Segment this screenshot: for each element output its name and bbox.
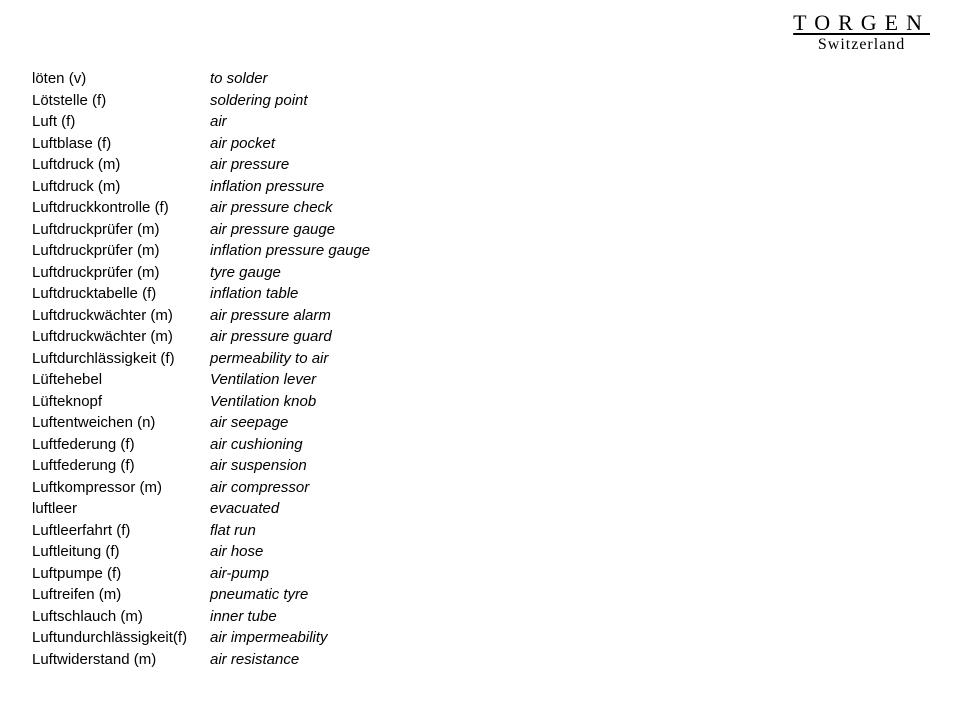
glossary-definition: inflation pressure gauge <box>210 240 370 262</box>
glossary-definition: air <box>210 111 227 133</box>
glossary-row: Luftdruckwächter (m)air pressure alarm <box>32 305 370 327</box>
glossary-row: löten (v)to solder <box>32 68 370 90</box>
glossary-row: Luftreifen (m)pneumatic tyre <box>32 584 370 606</box>
glossary-term: Luftdruckkontrolle (f) <box>32 197 210 219</box>
glossary-definition: air compressor <box>210 477 309 499</box>
glossary-row: Luftschlauch (m)inner tube <box>32 606 370 628</box>
glossary-definition: to solder <box>210 68 268 90</box>
glossary-definition: Ventilation knob <box>210 391 316 413</box>
glossary-definition: Ventilation lever <box>210 369 316 391</box>
glossary-row: Luftdruckwächter (m)air pressure guard <box>32 326 370 348</box>
glossary-row: Luftkompressor (m)air compressor <box>32 477 370 499</box>
glossary-row: Luftdruckprüfer (m)air pressure gauge <box>32 219 370 241</box>
glossary-term: Luftkompressor (m) <box>32 477 210 499</box>
glossary-term: Luftschlauch (m) <box>32 606 210 628</box>
glossary-row: Luftdurchlässigkeit (f)permeability to a… <box>32 348 370 370</box>
glossary-row: Lötstelle (f)soldering point <box>32 90 370 112</box>
glossary-term: Lüftehebel <box>32 369 210 391</box>
glossary-definition: air pocket <box>210 133 275 155</box>
glossary-term: Luft (f) <box>32 111 210 133</box>
glossary-row: luftleerevacuated <box>32 498 370 520</box>
brand-name: TORGEN <box>793 10 930 36</box>
glossary-term: Luftentweichen (n) <box>32 412 210 434</box>
glossary-row: Luftwiderstand (m)air resistance <box>32 649 370 671</box>
glossary-term: Luftfederung (f) <box>32 434 210 456</box>
glossary-term: Luftreifen (m) <box>32 584 210 606</box>
glossary-definition: soldering point <box>210 90 308 112</box>
glossary-row: Luftfederung (f)air cushioning <box>32 434 370 456</box>
glossary-row: Luftfederung (f)air suspension <box>32 455 370 477</box>
glossary-row: Luftleerfahrt (f)flat run <box>32 520 370 542</box>
glossary-term: Lötstelle (f) <box>32 90 210 112</box>
glossary-definition: air suspension <box>210 455 307 477</box>
glossary-row: Luftpumpe (f)air-pump <box>32 563 370 585</box>
glossary-definition: air pressure check <box>210 197 333 219</box>
glossary-definition: air pressure gauge <box>210 219 335 241</box>
glossary-definition: air impermeability <box>210 627 328 649</box>
glossary-term: Luftpumpe (f) <box>32 563 210 585</box>
glossary-term: Luftdruckprüfer (m) <box>32 219 210 241</box>
glossary-definition: air resistance <box>210 649 299 671</box>
glossary-definition: air pressure <box>210 154 289 176</box>
glossary-term: Luftdrucktabelle (f) <box>32 283 210 305</box>
glossary-term: Luftleerfahrt (f) <box>32 520 210 542</box>
glossary-row: Luft (f)air <box>32 111 370 133</box>
glossary-term: Luftundurchlässigkeit(f) <box>32 627 210 649</box>
glossary-definition: air pressure alarm <box>210 305 331 327</box>
glossary-row: LüftehebelVentilation lever <box>32 369 370 391</box>
glossary-row: Luftleitung (f)air hose <box>32 541 370 563</box>
glossary-term: Luftdruckwächter (m) <box>32 326 210 348</box>
glossary-definition: tyre gauge <box>210 262 281 284</box>
glossary-definition: flat run <box>210 520 256 542</box>
glossary-definition: pneumatic tyre <box>210 584 308 606</box>
glossary-term: löten (v) <box>32 68 210 90</box>
glossary-row: Luftblase (f)air pocket <box>32 133 370 155</box>
glossary-definition: inflation table <box>210 283 298 305</box>
glossary-definition: evacuated <box>210 498 279 520</box>
glossary-row: Luftdruck (m)inflation pressure <box>32 176 370 198</box>
glossary-definition: air pressure guard <box>210 326 332 348</box>
glossary-term: Lüfteknopf <box>32 391 210 413</box>
glossary-definition: inner tube <box>210 606 277 628</box>
glossary-list: löten (v)to solder Lötstelle (f)solderin… <box>32 68 370 670</box>
glossary-term: Luftleitung (f) <box>32 541 210 563</box>
glossary-term: Luftblase (f) <box>32 133 210 155</box>
glossary-row: Luftdruck (m)air pressure <box>32 154 370 176</box>
glossary-term: Luftwiderstand (m) <box>32 649 210 671</box>
glossary-row: Luftdruckprüfer (m)tyre gauge <box>32 262 370 284</box>
brand-logo: TORGEN Switzerland <box>793 10 930 54</box>
glossary-definition: permeability to air <box>210 348 328 370</box>
glossary-term: Luftdurchlässigkeit (f) <box>32 348 210 370</box>
glossary-term: luftleer <box>32 498 210 520</box>
glossary-definition: air seepage <box>210 412 288 434</box>
glossary-row: Luftdruckprüfer (m)inflation pressure ga… <box>32 240 370 262</box>
glossary-definition: air-pump <box>210 563 269 585</box>
glossary-term: Luftdruckwächter (m) <box>32 305 210 327</box>
glossary-row: LüfteknopfVentilation knob <box>32 391 370 413</box>
glossary-row: Luftentweichen (n)air seepage <box>32 412 370 434</box>
glossary-definition: air hose <box>210 541 263 563</box>
glossary-term: Luftdruckprüfer (m) <box>32 240 210 262</box>
glossary-row: Luftdruckkontrolle (f)air pressure check <box>32 197 370 219</box>
glossary-term: Luftdruck (m) <box>32 176 210 198</box>
glossary-term: Luftfederung (f) <box>32 455 210 477</box>
glossary-term: Luftdruckprüfer (m) <box>32 262 210 284</box>
glossary-term: Luftdruck (m) <box>32 154 210 176</box>
glossary-row: Luftundurchlässigkeit(f)air impermeabili… <box>32 627 370 649</box>
glossary-row: Luftdrucktabelle (f)inflation table <box>32 283 370 305</box>
brand-subtitle: Switzerland <box>793 36 930 54</box>
glossary-definition: air cushioning <box>210 434 303 456</box>
glossary-definition: inflation pressure <box>210 176 324 198</box>
